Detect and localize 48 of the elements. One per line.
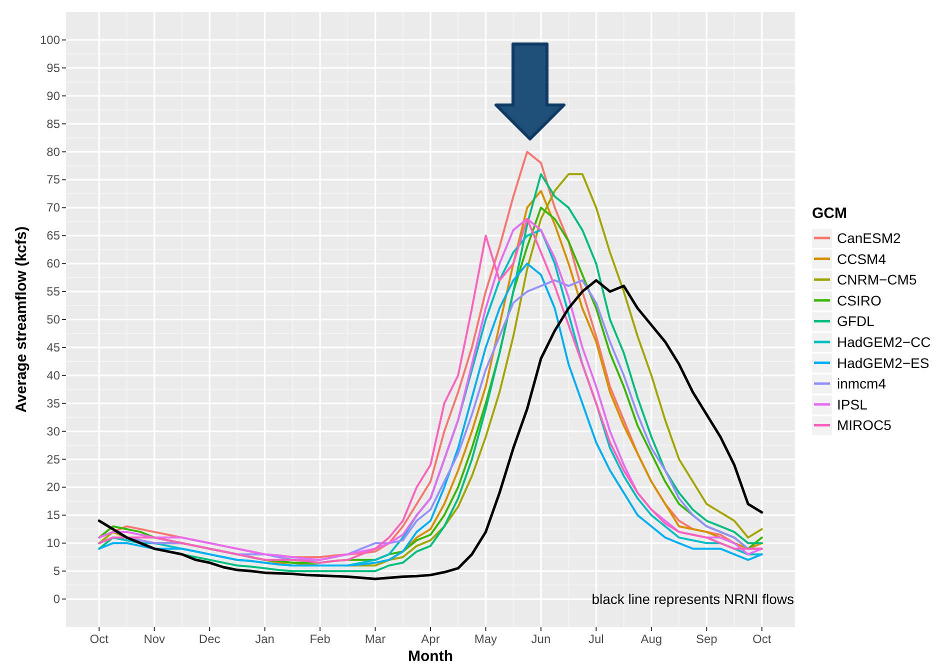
legend-label: CNRM−CM5 [837, 272, 917, 288]
x-axis-title: Month [408, 648, 453, 663]
y-tick-label: 100 [40, 32, 60, 47]
x-tick-label: Sep [696, 632, 718, 646]
y-tick-label: 50 [46, 312, 60, 326]
y-tick-label: 55 [46, 284, 60, 299]
legend-title: GCM [812, 205, 847, 222]
y-tick-label: 90 [46, 88, 60, 103]
y-tick-label: 0 [53, 592, 60, 606]
y-tick-label: 75 [46, 172, 60, 187]
x-tick-label: Mar [364, 632, 386, 646]
x-tick-label: Oct [752, 632, 772, 646]
annotation: black line represents NRNI flows [592, 591, 794, 608]
y-tick-label: 45 [46, 340, 60, 354]
legend-label: CSIRO [837, 292, 882, 308]
legend-label: HadGEM2−ES [837, 354, 930, 371]
x-tick-label: Nov [144, 632, 166, 646]
x-tick-label: Apr [421, 632, 440, 646]
y-tick-label: 35 [46, 396, 60, 410]
legend-label: inmcm4 [837, 376, 886, 392]
y-tick-label: 65 [46, 228, 60, 243]
x-tick-label: Feb [310, 632, 331, 646]
legend-label: MIROC5 [837, 417, 892, 434]
x-tick-label: Jun [531, 632, 551, 646]
y-tick-label: 10 [46, 536, 60, 550]
y-tick-label: 40 [46, 368, 60, 382]
legend-label: IPSL [837, 396, 868, 412]
x-tick-label: Aug [640, 632, 662, 646]
y-tick-label: 95 [46, 60, 60, 75]
legend-label: GFDL [837, 313, 875, 330]
x-tick-label: May [474, 632, 498, 646]
y-tick-label: 70 [46, 200, 60, 215]
y-tick-label: 30 [46, 424, 60, 438]
y-tick-label: 20 [46, 480, 60, 494]
x-tick-label: Dec [198, 632, 220, 646]
y-tick-label: 60 [46, 256, 60, 271]
x-tick-label: Jul [588, 632, 604, 646]
legend-label: CCSM4 [837, 250, 886, 267]
x-tick-label: Oct [90, 632, 110, 646]
y-tick-label: 15 [46, 508, 60, 522]
y-tick-label: 85 [46, 116, 60, 131]
legend-label: CanESM2 [837, 230, 902, 246]
y-tick-label: 25 [46, 452, 60, 466]
y-axis-title: Average streamflow (kcfs) [13, 226, 30, 413]
legend-label: HadGEM2−CC [837, 334, 931, 350]
y-tick-label: 80 [46, 144, 60, 159]
x-tick-label: Jan [255, 632, 274, 646]
y-tick-label: 5 [53, 564, 60, 578]
